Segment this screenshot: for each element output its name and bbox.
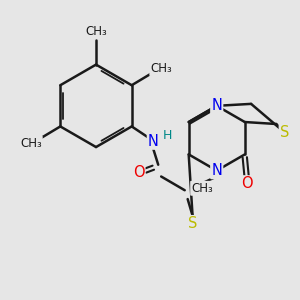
Text: CH₃: CH₃ xyxy=(191,182,213,195)
Text: N: N xyxy=(211,163,222,178)
Text: S: S xyxy=(280,125,289,140)
Text: CH₃: CH₃ xyxy=(20,136,42,150)
Text: CH₃: CH₃ xyxy=(85,25,107,38)
Text: H: H xyxy=(162,129,172,142)
Text: CH₃: CH₃ xyxy=(150,62,172,75)
Text: S: S xyxy=(188,216,197,231)
Text: N: N xyxy=(211,98,222,113)
Text: O: O xyxy=(241,176,253,191)
Text: N: N xyxy=(148,134,159,149)
Text: O: O xyxy=(133,165,144,180)
